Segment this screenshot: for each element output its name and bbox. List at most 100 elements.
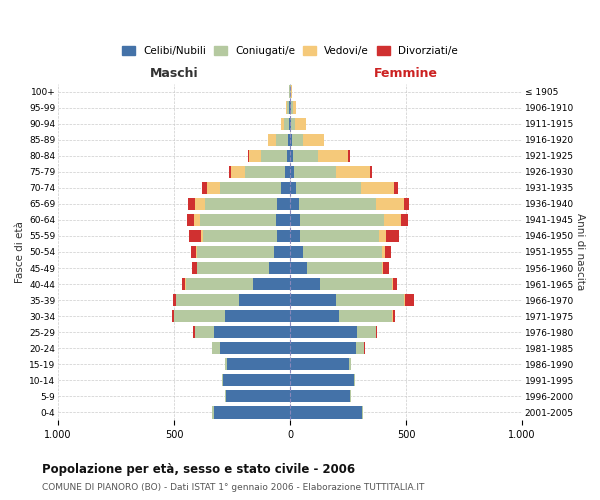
Bar [196,246,197,258]
Bar [291,86,292,98]
Bar [404,294,414,306]
Bar [290,118,291,130]
Bar [291,102,293,114]
Bar [290,134,292,146]
Bar [225,310,290,322]
Bar [290,166,293,178]
Bar [290,326,357,338]
Bar [276,134,288,146]
Bar [290,374,354,386]
Bar [299,198,376,210]
Bar [290,406,362,418]
Bar [289,86,290,98]
Bar [284,118,289,130]
Bar [290,342,356,354]
Bar [319,150,349,162]
Bar [182,278,185,290]
Bar [225,358,227,370]
Bar [393,310,395,322]
Bar [307,262,382,274]
Bar [225,390,226,402]
Bar [383,262,389,274]
Bar [296,182,361,194]
Bar [226,390,290,402]
Bar [303,246,382,258]
Text: Femmine: Femmine [374,68,438,80]
Bar [195,198,205,210]
Bar [245,166,286,178]
Bar [201,230,203,242]
Bar [385,246,391,258]
Bar [386,230,399,242]
Bar [202,182,206,194]
Bar [404,198,409,210]
Bar [248,150,250,162]
Bar [290,230,301,242]
Bar [289,102,290,114]
Bar [290,246,303,258]
Bar [200,214,276,226]
Bar [193,326,194,338]
Bar [384,214,401,226]
Bar [301,230,379,242]
Legend: Celibi/Nubili, Coniugati/e, Vedovi/e, Divorziati/e: Celibi/Nubili, Coniugati/e, Vedovi/e, Di… [118,42,462,60]
Bar [269,262,290,274]
Bar [229,166,231,178]
Bar [287,102,289,114]
Bar [301,214,384,226]
Bar [223,374,290,386]
Bar [194,214,200,226]
Bar [172,310,173,322]
Bar [281,118,284,130]
Bar [382,262,383,274]
Bar [356,342,364,354]
Bar [250,150,261,162]
Bar [291,118,295,130]
Bar [189,230,201,242]
Bar [212,342,220,354]
Bar [212,406,214,418]
Bar [286,102,287,114]
Bar [268,134,276,146]
Bar [206,182,220,194]
Bar [205,198,277,210]
Bar [290,358,349,370]
Bar [290,150,293,162]
Bar [350,390,352,402]
Bar [292,134,303,146]
Bar [197,246,274,258]
Bar [197,262,269,274]
Bar [290,102,291,114]
Bar [214,406,290,418]
Bar [173,294,176,306]
Bar [379,230,386,242]
Bar [214,326,290,338]
Bar [393,278,397,290]
Bar [337,166,370,178]
Bar [392,310,393,322]
Bar [187,214,194,226]
Bar [287,150,290,162]
Bar [277,198,290,210]
Bar [176,294,239,306]
Bar [382,246,385,258]
Bar [339,310,392,322]
Bar [261,150,287,162]
Bar [394,182,398,194]
Bar [286,166,290,178]
Bar [401,214,408,226]
Bar [295,118,306,130]
Y-axis label: Anni di nascita: Anni di nascita [575,214,585,290]
Bar [195,326,214,338]
Bar [337,294,404,306]
Bar [239,294,290,306]
Bar [281,182,290,194]
Bar [370,166,372,178]
Bar [293,102,296,114]
Bar [253,278,290,290]
Bar [290,294,337,306]
Bar [361,182,394,194]
Text: COMUNE DI PIANORO (BO) - Dati ISTAT 1° gennaio 2006 - Elaborazione TUTTITALIA.IT: COMUNE DI PIANORO (BO) - Dati ISTAT 1° g… [42,484,424,492]
Bar [277,230,290,242]
Bar [290,278,320,290]
